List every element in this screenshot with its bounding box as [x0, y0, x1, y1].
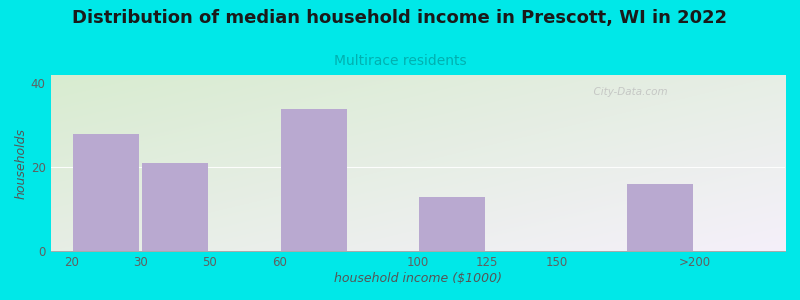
Bar [419, 197, 486, 251]
Text: Multirace residents: Multirace residents [334, 54, 466, 68]
Text: Distribution of median household income in Prescott, WI in 2022: Distribution of median household income … [73, 9, 727, 27]
X-axis label: household income ($1000): household income ($1000) [334, 272, 502, 285]
Bar [627, 184, 693, 251]
Bar [281, 109, 346, 251]
Bar [142, 163, 208, 251]
Bar [73, 134, 139, 251]
Y-axis label: households: households [15, 128, 28, 199]
Text: City-Data.com: City-Data.com [586, 87, 667, 97]
